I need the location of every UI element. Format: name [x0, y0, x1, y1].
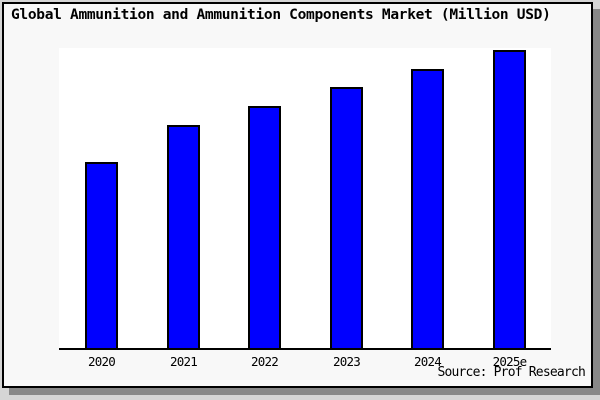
x-axis-line: [59, 348, 551, 350]
x-tick-label-2023: 2023: [333, 354, 361, 369]
chart-title: Global Ammunition and Ammunition Compone…: [11, 7, 551, 23]
source-label: Source: Prof Research: [437, 365, 585, 380]
bar-2020: [85, 162, 118, 350]
plot-area: [59, 48, 551, 350]
bar-2021: [167, 125, 200, 350]
bar-2022: [248, 106, 281, 350]
x-axis-labels: 2020 2021 2022 2023 2024 2025e: [59, 352, 551, 370]
bar-2025e: [493, 50, 526, 350]
bar-2024: [411, 69, 444, 350]
chart-panel: Global Ammunition and Ammunition Compone…: [2, 2, 593, 388]
x-tick-label-2025e: 2025e: [492, 354, 527, 369]
bar-2023: [330, 87, 363, 350]
x-tick-label-2022: 2022: [251, 354, 279, 369]
x-tick-label-2020: 2020: [88, 354, 116, 369]
x-tick-label-2021: 2021: [170, 354, 198, 369]
x-tick-label-2024: 2024: [414, 354, 442, 369]
